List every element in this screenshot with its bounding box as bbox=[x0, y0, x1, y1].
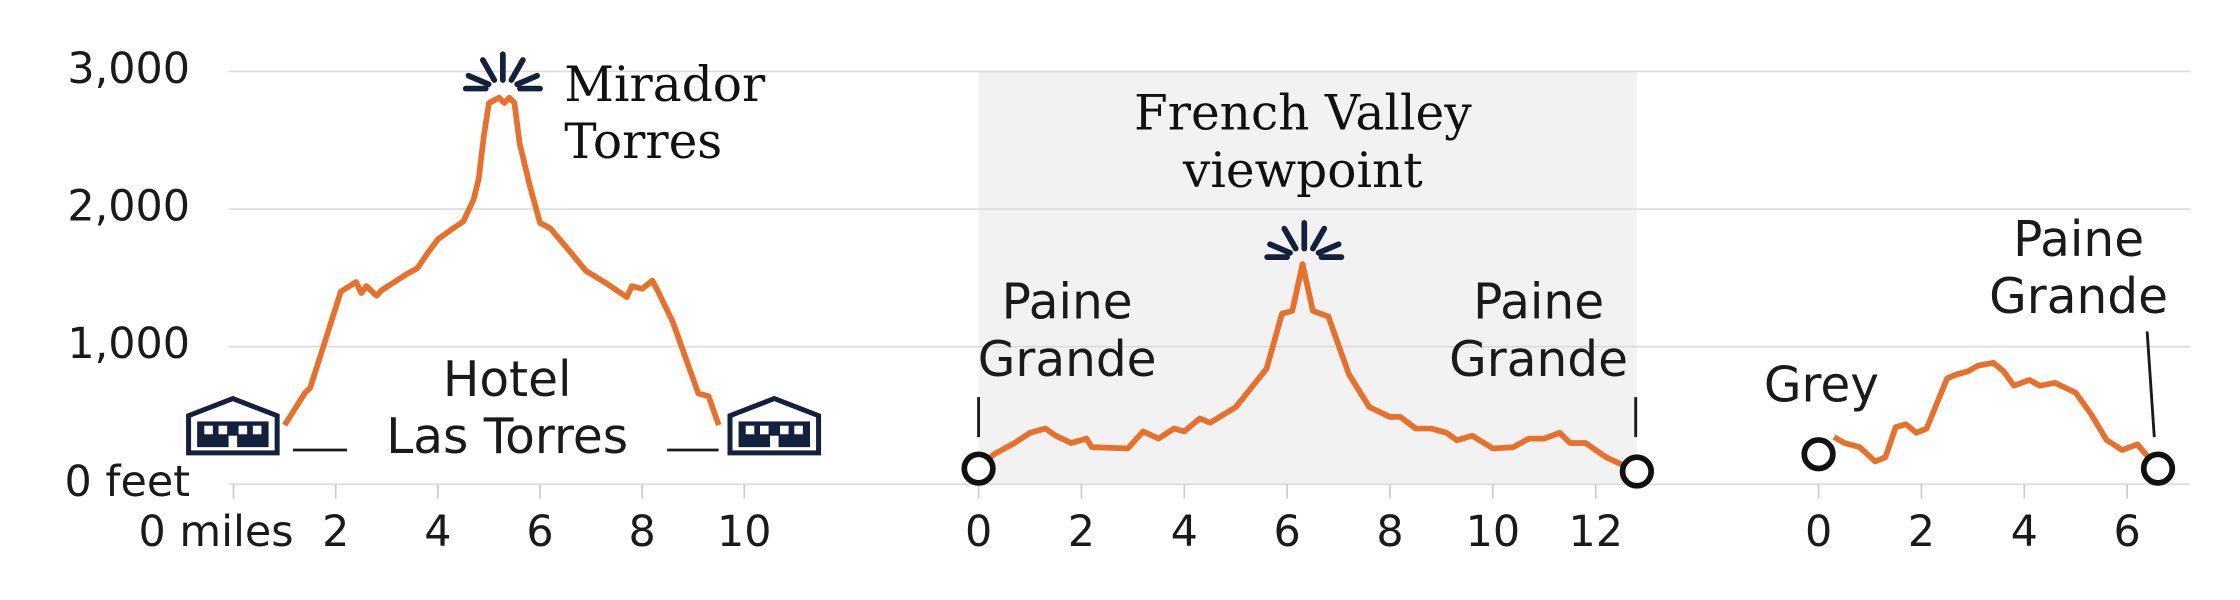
annotation: Grande bbox=[1989, 269, 2168, 325]
x-tick-label: 6 bbox=[526, 507, 553, 557]
x-tick-label: 0 bbox=[965, 507, 992, 557]
x-tick-label: 8 bbox=[629, 507, 656, 557]
x-tick-label: 4 bbox=[2011, 507, 2038, 557]
x-tick-label: 10 bbox=[717, 507, 772, 557]
x-tick-label: 6 bbox=[2114, 507, 2141, 557]
annotation: viewpoint bbox=[1182, 143, 1423, 199]
background-layer: 0 feet 1,000 2,000 3,000 0 miles 2 4 6 8 10 0 2 4 6 8 1… bbox=[65, 44, 2190, 557]
x-tick-label: 10 bbox=[1466, 507, 1521, 557]
elevation-line bbox=[282, 94, 722, 427]
x-tick-label: 2 bbox=[322, 507, 349, 557]
y-tick-label: 1,000 bbox=[67, 319, 190, 369]
location-marker bbox=[1801, 437, 1836, 472]
location-marker bbox=[1619, 454, 1655, 489]
annotation: Paine bbox=[1002, 275, 1133, 331]
elevation-line bbox=[976, 261, 1639, 475]
viewpoint-icon bbox=[1264, 220, 1345, 260]
annotation: Torres bbox=[564, 114, 722, 170]
x-tick-label: 4 bbox=[424, 507, 451, 557]
leader-line bbox=[2145, 331, 2156, 438]
annotation: Mirador bbox=[564, 57, 766, 113]
annotation: Grey bbox=[1764, 358, 1879, 414]
viewpoint-icon bbox=[462, 51, 543, 92]
location-marker bbox=[2140, 451, 2176, 486]
elevation-line bbox=[1832, 359, 2161, 471]
x-tick-label: 0 miles bbox=[138, 507, 293, 557]
hotel-icon bbox=[727, 395, 822, 456]
y-tick-label: 0 feet bbox=[65, 457, 190, 507]
annotation: French Valley bbox=[1134, 86, 1472, 142]
annotation: Grande bbox=[978, 332, 1157, 388]
x-tick-label: 6 bbox=[1274, 507, 1301, 557]
annotation: Grande bbox=[1449, 332, 1628, 388]
annotation: Las Torres bbox=[386, 409, 628, 465]
y-tick-label: 3,000 bbox=[67, 44, 190, 94]
x-tick-label: 8 bbox=[1376, 507, 1403, 557]
annotation: Paine bbox=[1473, 275, 1604, 331]
annotation: Paine bbox=[2013, 212, 2144, 268]
x-tick-label: 0 bbox=[1805, 507, 1832, 557]
hotel-icon bbox=[186, 395, 280, 456]
x-tick-label: 2 bbox=[1908, 507, 1935, 557]
annotation: Hotel bbox=[443, 352, 572, 408]
x-tick-label: 12 bbox=[1568, 507, 1623, 557]
location-marker bbox=[961, 451, 996, 486]
x-tick-label: 4 bbox=[1171, 507, 1198, 557]
x-tick-label: 2 bbox=[1068, 507, 1095, 557]
y-tick-label: 2,000 bbox=[67, 182, 190, 232]
